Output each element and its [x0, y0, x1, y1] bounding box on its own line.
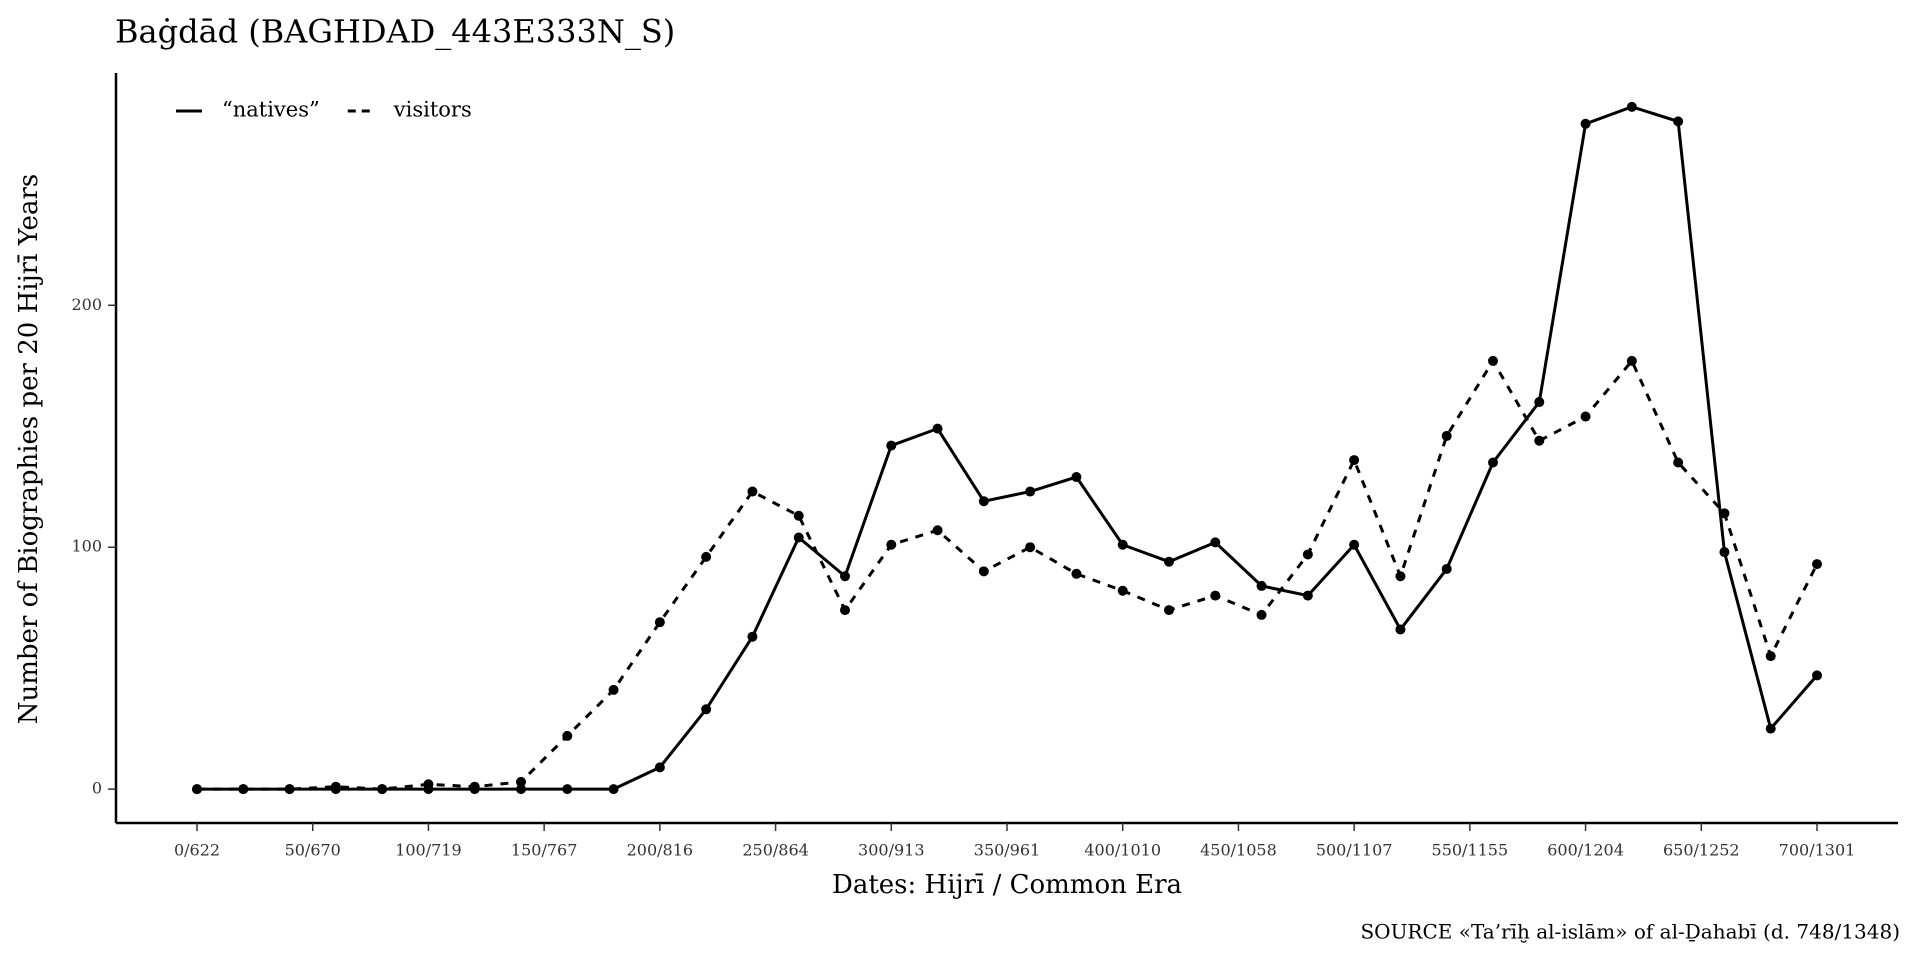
x-tick-label: 300/913	[858, 841, 924, 860]
data-point	[1117, 539, 1128, 550]
data-point	[516, 784, 526, 795]
chart-title: Baġdād (BAGHDAD_443E333N_S)	[115, 13, 675, 51]
data-point	[1349, 455, 1360, 466]
data-point	[1441, 563, 1452, 574]
data-point	[654, 617, 665, 628]
data-point	[840, 605, 850, 616]
x-tick-label: 200/816	[627, 841, 693, 860]
source-note: SOURCE «Ta’rīḫ al-islām» of al-Ḏahabī (d…	[1360, 920, 1900, 944]
data-point	[886, 539, 897, 550]
data-point	[562, 730, 573, 741]
data-point	[1210, 590, 1221, 601]
data-point	[192, 784, 202, 795]
series-line	[197, 357, 1819, 791]
data-point	[1302, 590, 1313, 601]
x-axis-label: Dates: Hijrī / Common Era	[832, 870, 1182, 900]
data-point	[1025, 542, 1036, 553]
data-point	[747, 631, 758, 642]
data-point	[469, 781, 480, 792]
data-point	[1025, 486, 1036, 497]
data-point	[1164, 556, 1174, 567]
data-point	[747, 486, 758, 497]
x-tick-label: 350/961	[974, 841, 1040, 860]
data-point	[1765, 723, 1776, 734]
data-point	[1071, 472, 1082, 483]
data-point	[701, 704, 712, 715]
data-point	[840, 571, 850, 582]
data-point	[1534, 397, 1545, 408]
data-point	[978, 496, 989, 507]
data-point	[1673, 116, 1684, 127]
data-point	[1256, 580, 1267, 591]
data-point	[1580, 118, 1591, 129]
legend-label: visitors	[393, 98, 472, 122]
data-point	[562, 784, 573, 795]
x-tick-label: 400/1010	[1084, 841, 1161, 860]
x-tick-label: 700/1301	[1779, 841, 1856, 860]
x-tick-label: 100/719	[395, 841, 461, 860]
x-tick-label: 250/864	[742, 841, 808, 860]
data-point	[1256, 609, 1267, 620]
data-point	[1441, 430, 1452, 441]
data-point	[330, 781, 341, 792]
data-point	[1719, 547, 1730, 558]
data-point	[932, 423, 943, 434]
data-point	[1626, 101, 1637, 112]
data-point	[1302, 549, 1313, 560]
x-tick-label: 150/767	[511, 841, 577, 860]
data-point	[1673, 457, 1684, 468]
legend-label: “natives”	[222, 98, 320, 122]
x-tick-label: 550/1155	[1432, 841, 1509, 860]
data-point	[1395, 624, 1406, 635]
x-tick-label: 500/1107	[1316, 841, 1393, 860]
data-point	[793, 510, 804, 521]
y-tick-label: 100	[71, 537, 102, 556]
y-tick-label: 0	[92, 779, 102, 798]
data-point	[654, 762, 665, 773]
data-point	[238, 784, 249, 795]
data-point	[1071, 568, 1082, 579]
data-point	[1164, 605, 1174, 616]
data-point	[423, 779, 434, 790]
x-tick-label: 450/1058	[1200, 841, 1277, 860]
data-point	[1488, 355, 1498, 366]
data-point	[608, 684, 619, 695]
data-point	[1580, 411, 1591, 422]
data-point	[1626, 355, 1637, 366]
data-point	[793, 532, 804, 543]
data-point	[1534, 435, 1545, 446]
data-point	[1812, 559, 1822, 570]
data-point	[1395, 571, 1406, 582]
data-point	[1349, 539, 1360, 550]
y-axis-label: Number of Biographies per 20 Hijrī Years	[14, 174, 44, 724]
data-point	[886, 440, 897, 451]
y-tick-label: 200	[71, 295, 102, 314]
data-point	[1812, 670, 1822, 681]
series-line	[197, 105, 1819, 791]
data-point	[377, 784, 388, 795]
data-point	[1117, 585, 1128, 596]
data-point	[284, 784, 295, 795]
x-tick-label: 0/622	[174, 841, 220, 860]
x-tick-label: 50/670	[285, 841, 341, 860]
data-point	[978, 566, 989, 577]
data-point	[1488, 457, 1498, 468]
x-tick-label: 650/1252	[1663, 841, 1740, 860]
data-point	[701, 551, 712, 562]
data-point	[1719, 508, 1730, 519]
x-tick-label: 600/1204	[1547, 841, 1624, 860]
data-point	[516, 776, 526, 787]
data-point	[932, 525, 943, 536]
data-point	[1210, 537, 1221, 548]
data-point	[608, 784, 619, 795]
data-point	[1765, 651, 1776, 662]
